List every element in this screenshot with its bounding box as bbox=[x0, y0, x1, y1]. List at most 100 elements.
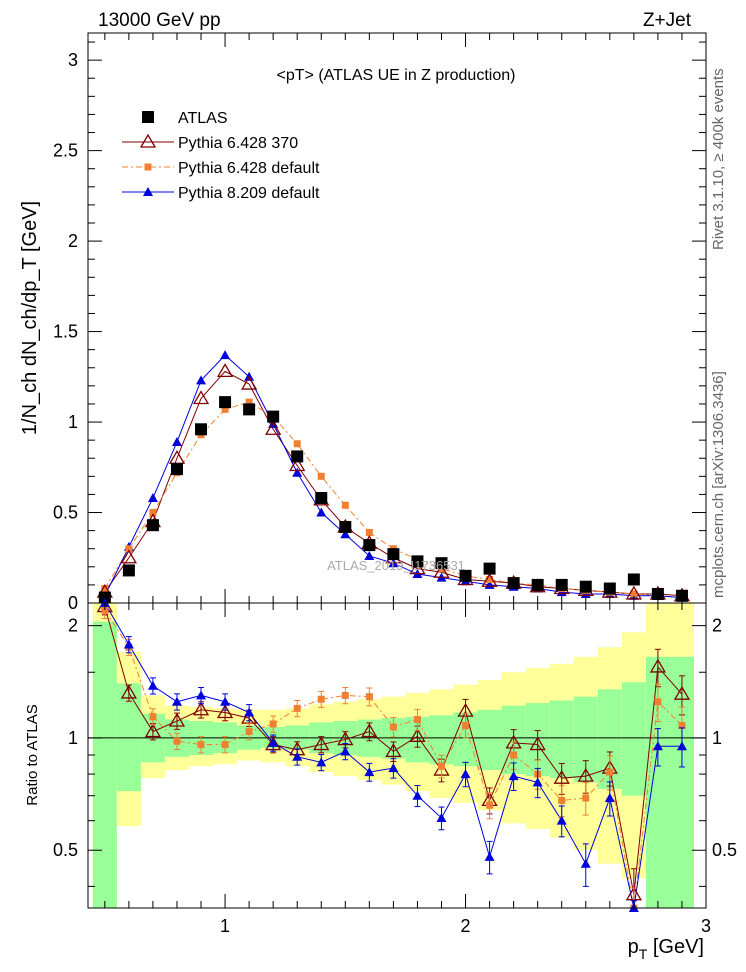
ratio-data-point bbox=[149, 713, 157, 721]
source-label: mcplots.cern.ch [arXiv:1306.3436] bbox=[710, 371, 727, 598]
data-point bbox=[196, 375, 207, 385]
data-point bbox=[289, 457, 306, 472]
main-plot-marks bbox=[96, 350, 691, 604]
uncertainty-band-inner bbox=[621, 682, 646, 796]
legend-label: Pythia 6.428 default bbox=[178, 160, 320, 177]
ratio-data-point bbox=[580, 858, 591, 868]
rivet-version-label: Rivet 3.1.10, ≥ 400k events bbox=[710, 68, 727, 250]
ratio-plot-panel: 0.5 0.5 1 1 2 2 1 2 3 Ratio to ATLAS pT [GeV] bbox=[24, 598, 737, 962]
ratio-data-point bbox=[168, 712, 186, 727]
ratio-data-point bbox=[604, 793, 615, 803]
y-tick-label: 0.5 bbox=[53, 503, 78, 523]
ratio-data-point bbox=[292, 751, 303, 761]
plot-title: <pT> (ATLAS UE in Z production) bbox=[277, 67, 516, 84]
data-point bbox=[411, 555, 424, 568]
data-point bbox=[171, 436, 182, 446]
energy-label: 13000 GeV pp bbox=[98, 10, 221, 31]
data-point bbox=[122, 564, 135, 577]
ratio-data-point bbox=[606, 768, 614, 776]
ratio-data-point bbox=[221, 741, 229, 749]
data-point bbox=[291, 450, 304, 463]
data-point bbox=[481, 572, 498, 587]
ratio-data-point bbox=[556, 815, 567, 825]
ratio-data-point bbox=[577, 767, 594, 782]
data-point bbox=[101, 585, 109, 593]
data-point bbox=[267, 410, 280, 423]
y-tick-label: 2.5 bbox=[53, 141, 78, 161]
data-point bbox=[627, 573, 640, 586]
ratio-data-point bbox=[388, 763, 399, 773]
ratio-data-point bbox=[245, 728, 253, 736]
main-y-axis: 0 0.5 1 1.5 2 2.5 3 bbox=[53, 41, 706, 613]
data-point bbox=[341, 501, 349, 509]
ratio-data-point bbox=[652, 741, 663, 751]
ratio-data-point bbox=[173, 737, 181, 745]
data-point bbox=[531, 578, 544, 591]
data-point bbox=[363, 539, 376, 552]
data-point bbox=[220, 350, 231, 360]
ratio-data-point bbox=[409, 728, 426, 742]
ratio-data-point bbox=[558, 796, 566, 804]
data-point bbox=[195, 423, 208, 436]
ratio-data-point bbox=[313, 736, 330, 751]
data-point bbox=[435, 557, 448, 570]
data-point bbox=[120, 549, 138, 564]
ratio-data-point bbox=[192, 701, 210, 716]
ratio-x-axis: 1 2 3 bbox=[104, 603, 711, 936]
legend-marker bbox=[139, 133, 157, 148]
y-tick-label: 1 bbox=[68, 412, 78, 432]
ratio-data-point bbox=[437, 762, 445, 770]
process-label: Z+Jet bbox=[643, 10, 692, 31]
legend-label: Pythia 6.428 370 bbox=[178, 135, 298, 152]
ratio-data-point bbox=[654, 698, 662, 706]
data-point bbox=[170, 463, 183, 476]
data-point bbox=[630, 590, 638, 598]
ratio-uncertainty-bands bbox=[88, 603, 706, 908]
data-point bbox=[651, 587, 664, 600]
data-point bbox=[292, 467, 303, 477]
ratio-data-point bbox=[508, 771, 519, 781]
ratio-plot-marks bbox=[96, 598, 691, 912]
ratio-data-point bbox=[123, 639, 134, 649]
data-point bbox=[316, 507, 327, 517]
data-point bbox=[340, 529, 351, 539]
data-point bbox=[409, 560, 426, 575]
y-tick-label: 1 bbox=[68, 728, 78, 748]
ratio-data-point bbox=[462, 721, 470, 729]
data-point bbox=[339, 521, 352, 533]
ratio-data-point bbox=[144, 723, 162, 738]
data-point bbox=[125, 545, 133, 553]
ratio-y-axis: 0.5 0.5 1 1 2 2 bbox=[53, 616, 737, 887]
ratio-data-point bbox=[340, 746, 351, 756]
ratio-data-point bbox=[389, 723, 397, 731]
ratio-data-point bbox=[413, 716, 421, 724]
legend-marker bbox=[142, 111, 154, 123]
ratio-data-point bbox=[678, 721, 686, 729]
data-point bbox=[433, 563, 450, 578]
ratio-data-point bbox=[317, 695, 325, 703]
data-point bbox=[243, 403, 256, 416]
ratio-data-point bbox=[361, 723, 378, 738]
data-point bbox=[147, 493, 158, 503]
legend-label: Pythia 8.209 default bbox=[178, 185, 320, 202]
ratio-data-point bbox=[216, 704, 234, 719]
data-point bbox=[555, 578, 568, 591]
ratio-data-point bbox=[553, 769, 570, 784]
y-tick-label: 2 bbox=[68, 616, 78, 636]
ratio-data-point bbox=[649, 658, 667, 673]
data-point bbox=[315, 492, 328, 505]
ratio-data-point bbox=[316, 757, 327, 767]
data-point bbox=[265, 420, 282, 435]
ratio-data-point bbox=[240, 709, 258, 724]
data-point bbox=[483, 562, 496, 575]
ratio-data-point bbox=[460, 769, 471, 779]
y-tick-label: 0 bbox=[68, 593, 78, 613]
ratio-data-point bbox=[244, 707, 255, 717]
main-x-axis-ticks bbox=[104, 33, 707, 603]
data-point bbox=[365, 528, 373, 536]
main-plot-panel: 0 0.5 1 1.5 2 2.5 3 <pT> (ATLAS UE in Z produc… bbox=[19, 32, 707, 613]
ratio-data-point bbox=[486, 801, 494, 809]
main-y-axis-title: 1/N_ch dN_ch/dp_T [GeV] bbox=[19, 201, 41, 435]
data-point bbox=[245, 398, 253, 406]
